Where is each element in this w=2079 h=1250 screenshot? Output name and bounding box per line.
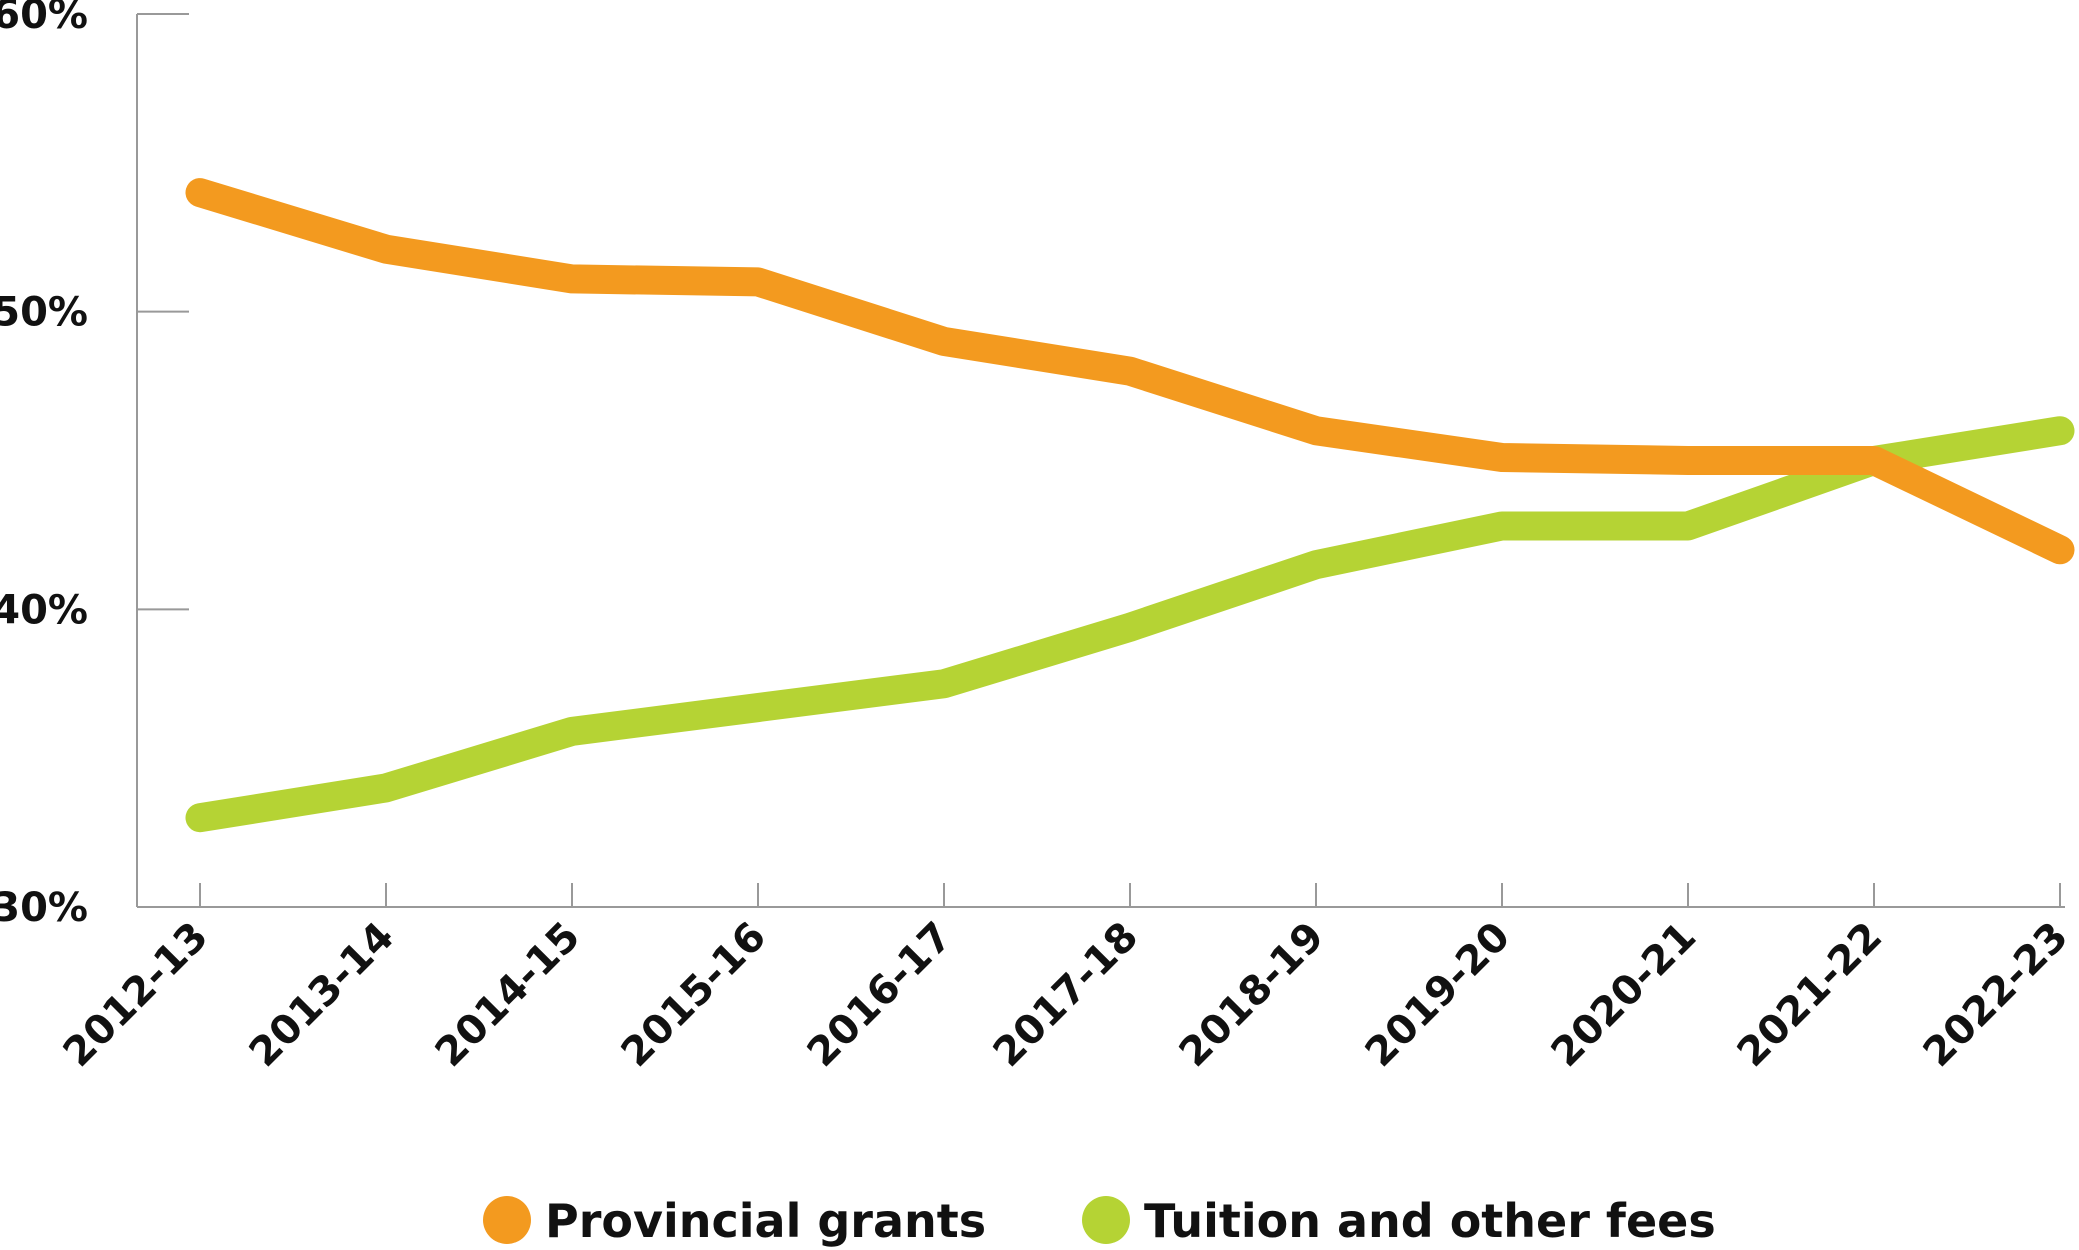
x-tick-label: 2016-17	[799, 914, 961, 1076]
x-tick-label: 2019-20	[1357, 914, 1519, 1076]
y-ticks: 30% 40% 50% 60%	[0, 0, 189, 931]
x-tick-label: 2013-14	[241, 914, 403, 1076]
x-ticks: 2012-13 2013-14 2014-15 2015-16 2016-17 2017-…	[55, 883, 2077, 1076]
series-lines	[185, 178, 2075, 833]
legend-swatch-tuition-fees	[1082, 1196, 1130, 1244]
legend-label-provincial-grants: Provincial grants	[545, 1194, 986, 1248]
axes	[136, 14, 2065, 908]
x-tick-label: 2012-13	[55, 914, 217, 1076]
legend-swatch-provincial-grants	[483, 1196, 531, 1244]
y-tick-label: 60%	[0, 0, 88, 38]
series-line-tuition-and-other-fees	[185, 416, 2075, 833]
y-tick-label: 30%	[0, 885, 88, 931]
x-tick-label: 2020-21	[1543, 914, 1705, 1076]
legend-label-tuition-fees: Tuition and other fees	[1144, 1194, 1716, 1248]
x-tick-label: 2017-18	[985, 914, 1147, 1076]
x-tick-label: 2018-19	[1171, 914, 1333, 1076]
x-tick-label: 2014-15	[427, 914, 589, 1076]
x-tick-label: 2021-22	[1729, 914, 1891, 1076]
x-tick-label: 2015-16	[613, 914, 775, 1076]
legend: Provincial grants Tuition and other fees	[483, 1194, 1716, 1248]
y-tick-label: 40%	[0, 587, 88, 633]
x-tick-label: 2022-23	[1915, 914, 2077, 1076]
y-tick-label: 50%	[0, 290, 88, 336]
